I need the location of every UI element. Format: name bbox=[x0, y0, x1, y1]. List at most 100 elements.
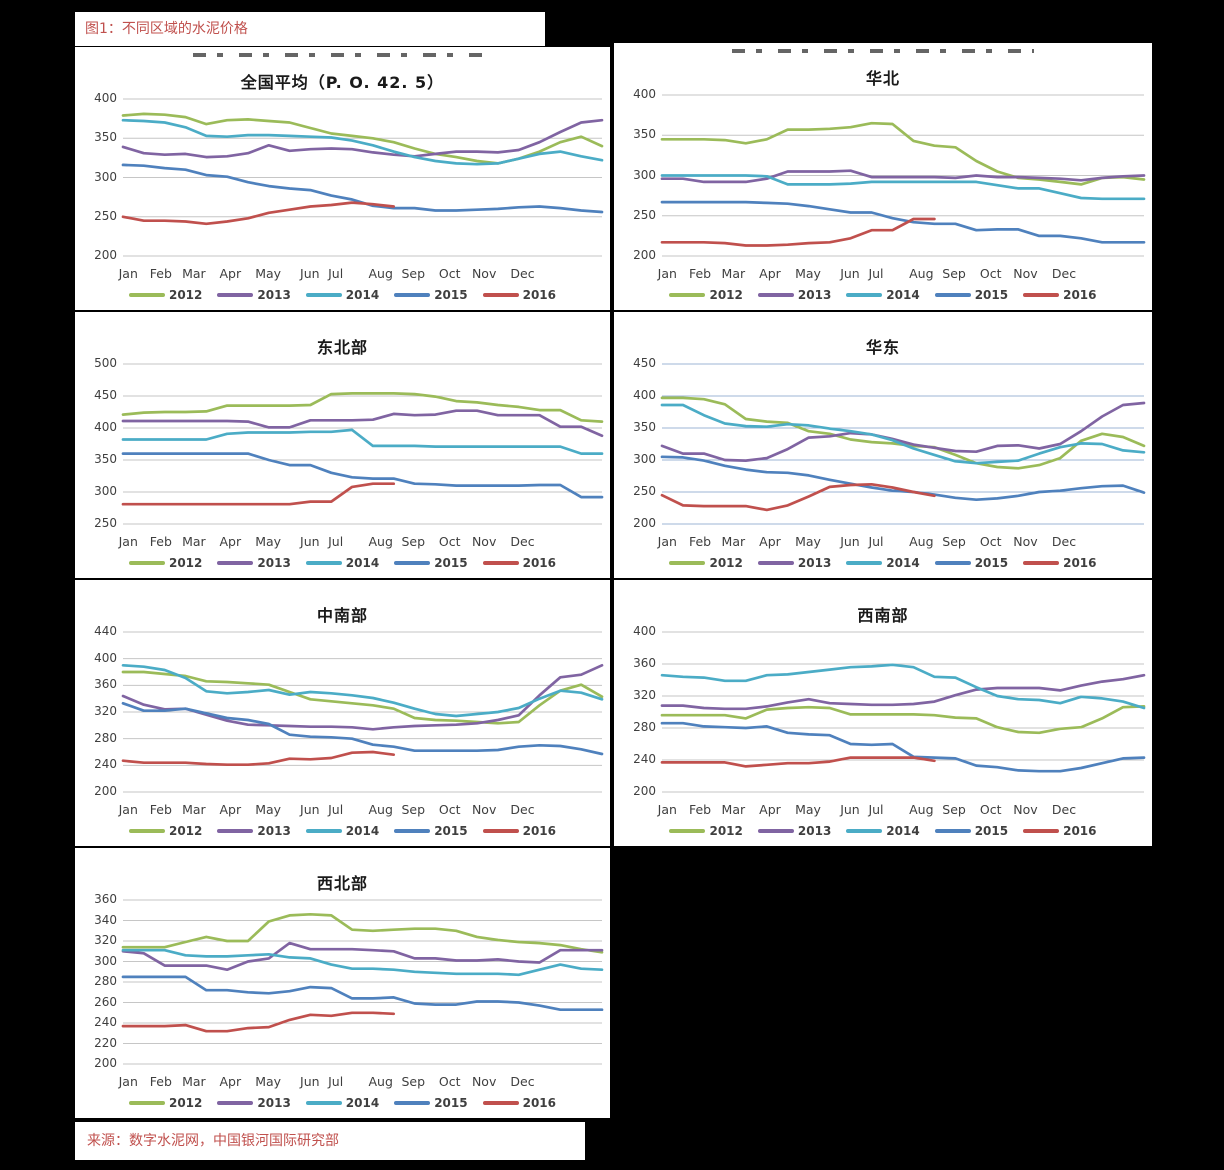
legend-line-swatch bbox=[1023, 293, 1060, 297]
clipped-title-remnant bbox=[192, 53, 493, 57]
legend-year-label: 2012 bbox=[168, 1096, 203, 1110]
x-axis-month-label: Jul bbox=[328, 266, 344, 281]
chart-panel-east-china: 华东 450 400 350 300 250 200 Jan Feb Mar Apr May Jun Ju… bbox=[614, 312, 1152, 578]
series-line-2014 bbox=[660, 403, 1146, 465]
legend-year-label: 2012 bbox=[168, 556, 203, 570]
chart-panel-national-average: 全国平均（P. O. 42. 5） 400 350 300 250 200 Jan Feb Ma… bbox=[75, 47, 610, 310]
x-axis-month-label: Nov bbox=[471, 1074, 497, 1089]
series-line-2012 bbox=[121, 912, 604, 954]
y-axis-tick-label: 450 bbox=[633, 356, 656, 370]
legend-line-swatch bbox=[394, 1101, 431, 1105]
legend-item-2015: 2015 bbox=[394, 556, 468, 570]
chart-legend: 2012 2013 2014 2015 2016 bbox=[75, 556, 610, 570]
chart-legend: 2012 2013 2014 2015 2016 bbox=[75, 288, 610, 302]
chart-legend: 2012 2013 2014 2015 2016 bbox=[614, 288, 1152, 302]
legend-item-2012: 2012 bbox=[669, 556, 743, 570]
clipped-title-remnant bbox=[732, 49, 1034, 53]
x-axis-month-label: Jan bbox=[118, 1074, 138, 1089]
legend-line-swatch bbox=[846, 293, 883, 297]
legend-item-2016: 2016 bbox=[482, 824, 556, 838]
series-line-2013 bbox=[121, 409, 604, 438]
series-line-2013 bbox=[660, 673, 1146, 711]
chart-title: 东北部 bbox=[316, 338, 368, 357]
x-axis-month-label: Sep bbox=[942, 802, 966, 817]
legend-item-2014: 2014 bbox=[846, 824, 920, 838]
series-line-2015 bbox=[121, 452, 604, 499]
legend-year-label: 2016 bbox=[522, 1096, 557, 1110]
chart-panel-northwest: 西北部 360 340 320 300 280 260 240 220 200 Jan Feb Mar A… bbox=[75, 848, 610, 1118]
figure-caption: 图1：不同区域的水泥价格 bbox=[75, 12, 545, 46]
x-axis-month-label: Sep bbox=[942, 266, 966, 281]
chart-plot-svg bbox=[660, 363, 1146, 525]
legend-year-label: 2013 bbox=[257, 1096, 291, 1110]
y-axis-tick-label: 200 bbox=[94, 784, 117, 798]
x-axis-month-label: Jan bbox=[657, 802, 677, 817]
legend-year-label: 2013 bbox=[257, 824, 291, 838]
source-caption: 来源：数字水泥网，中国银河国际研究部 bbox=[75, 1122, 585, 1160]
legend-year-label: 2015 bbox=[434, 824, 468, 838]
x-axis-month-label: Dec bbox=[510, 1074, 535, 1089]
legend-line-swatch bbox=[217, 293, 254, 297]
x-axis-month-label: May bbox=[255, 534, 282, 549]
legend-year-label: 2013 bbox=[797, 556, 832, 570]
y-axis-tick-label: 320 bbox=[94, 704, 117, 718]
y-axis-tick-label: 350 bbox=[633, 420, 656, 434]
y-axis-tick-label: 200 bbox=[633, 784, 656, 798]
x-axis-month-label: Mar bbox=[721, 266, 746, 281]
chart-title: 西北部 bbox=[316, 874, 368, 893]
legend-line-swatch bbox=[934, 829, 971, 833]
x-axis-month-label: Aug bbox=[368, 1074, 393, 1089]
x-axis-month-label: Nov bbox=[471, 802, 497, 817]
series-line-2014 bbox=[121, 118, 604, 166]
legend-year-label: 2012 bbox=[709, 288, 743, 302]
x-axis-month-label: Jun bbox=[840, 802, 860, 817]
legend-year-label: 2013 bbox=[797, 824, 832, 838]
series-line-2016 bbox=[121, 482, 396, 506]
x-axis-month-label: Apr bbox=[759, 802, 781, 817]
series-line-2015 bbox=[660, 455, 1146, 502]
series-line-2014 bbox=[660, 663, 1146, 710]
x-axis-month-label: Jan bbox=[118, 802, 138, 817]
series-line-2016 bbox=[121, 201, 396, 226]
y-axis-tick-label: 360 bbox=[94, 677, 117, 692]
legend-line-swatch bbox=[217, 1101, 254, 1105]
chart-legend: 2012 2013 2014 2015 2016 bbox=[75, 1096, 610, 1110]
legend-item-2015: 2015 bbox=[394, 1096, 468, 1110]
y-axis-tick-label: 400 bbox=[94, 420, 117, 434]
series-line-2012 bbox=[660, 705, 1146, 735]
legend-line-swatch bbox=[669, 829, 706, 833]
legend-year-label: 2015 bbox=[974, 288, 1009, 302]
source-caption-label: 来源： bbox=[87, 1133, 129, 1149]
x-axis-month-label: Apr bbox=[219, 802, 242, 817]
y-axis-tick-label: 320 bbox=[633, 688, 656, 702]
legend-year-label: 2012 bbox=[709, 556, 743, 570]
y-axis-tick-label: 400 bbox=[94, 91, 117, 105]
legend-year-label: 2016 bbox=[1063, 288, 1097, 302]
legend-year-label: 2012 bbox=[168, 824, 203, 838]
y-axis-tick-label: 400 bbox=[633, 624, 656, 638]
legend-line-swatch bbox=[128, 1101, 165, 1105]
y-axis-tick-label: 240 bbox=[94, 1015, 117, 1029]
chart-legend: 2012 2013 2014 2015 2016 bbox=[614, 556, 1152, 570]
x-axis-month-label: Jan bbox=[657, 266, 677, 281]
x-axis-month-label: Oct bbox=[438, 534, 461, 549]
x-axis-month-label: Feb bbox=[688, 266, 712, 281]
legend-year-label: 2016 bbox=[522, 288, 557, 302]
y-axis-tick-label: 220 bbox=[94, 1035, 117, 1050]
legend-year-label: 2014 bbox=[886, 556, 920, 570]
x-axis-month-label: Aug bbox=[368, 534, 393, 549]
legend-item-2013: 2013 bbox=[217, 288, 291, 302]
legend-line-swatch bbox=[482, 1101, 519, 1105]
x-axis-month-label: May bbox=[255, 1074, 282, 1089]
x-axis-month-label: Aug bbox=[909, 534, 934, 549]
y-axis-tick-label: 280 bbox=[633, 720, 656, 734]
legend-item-2012: 2012 bbox=[669, 824, 743, 838]
legend-item-2012: 2012 bbox=[128, 288, 202, 302]
chart-title: 中南部 bbox=[316, 606, 368, 625]
legend-item-2014: 2014 bbox=[305, 1096, 380, 1110]
legend-year-label: 2014 bbox=[345, 1096, 380, 1110]
x-axis-month-label: Jul bbox=[868, 534, 884, 549]
legend-line-swatch bbox=[669, 293, 706, 297]
series-line-2013 bbox=[660, 169, 1146, 184]
legend-item-2014: 2014 bbox=[846, 556, 920, 570]
